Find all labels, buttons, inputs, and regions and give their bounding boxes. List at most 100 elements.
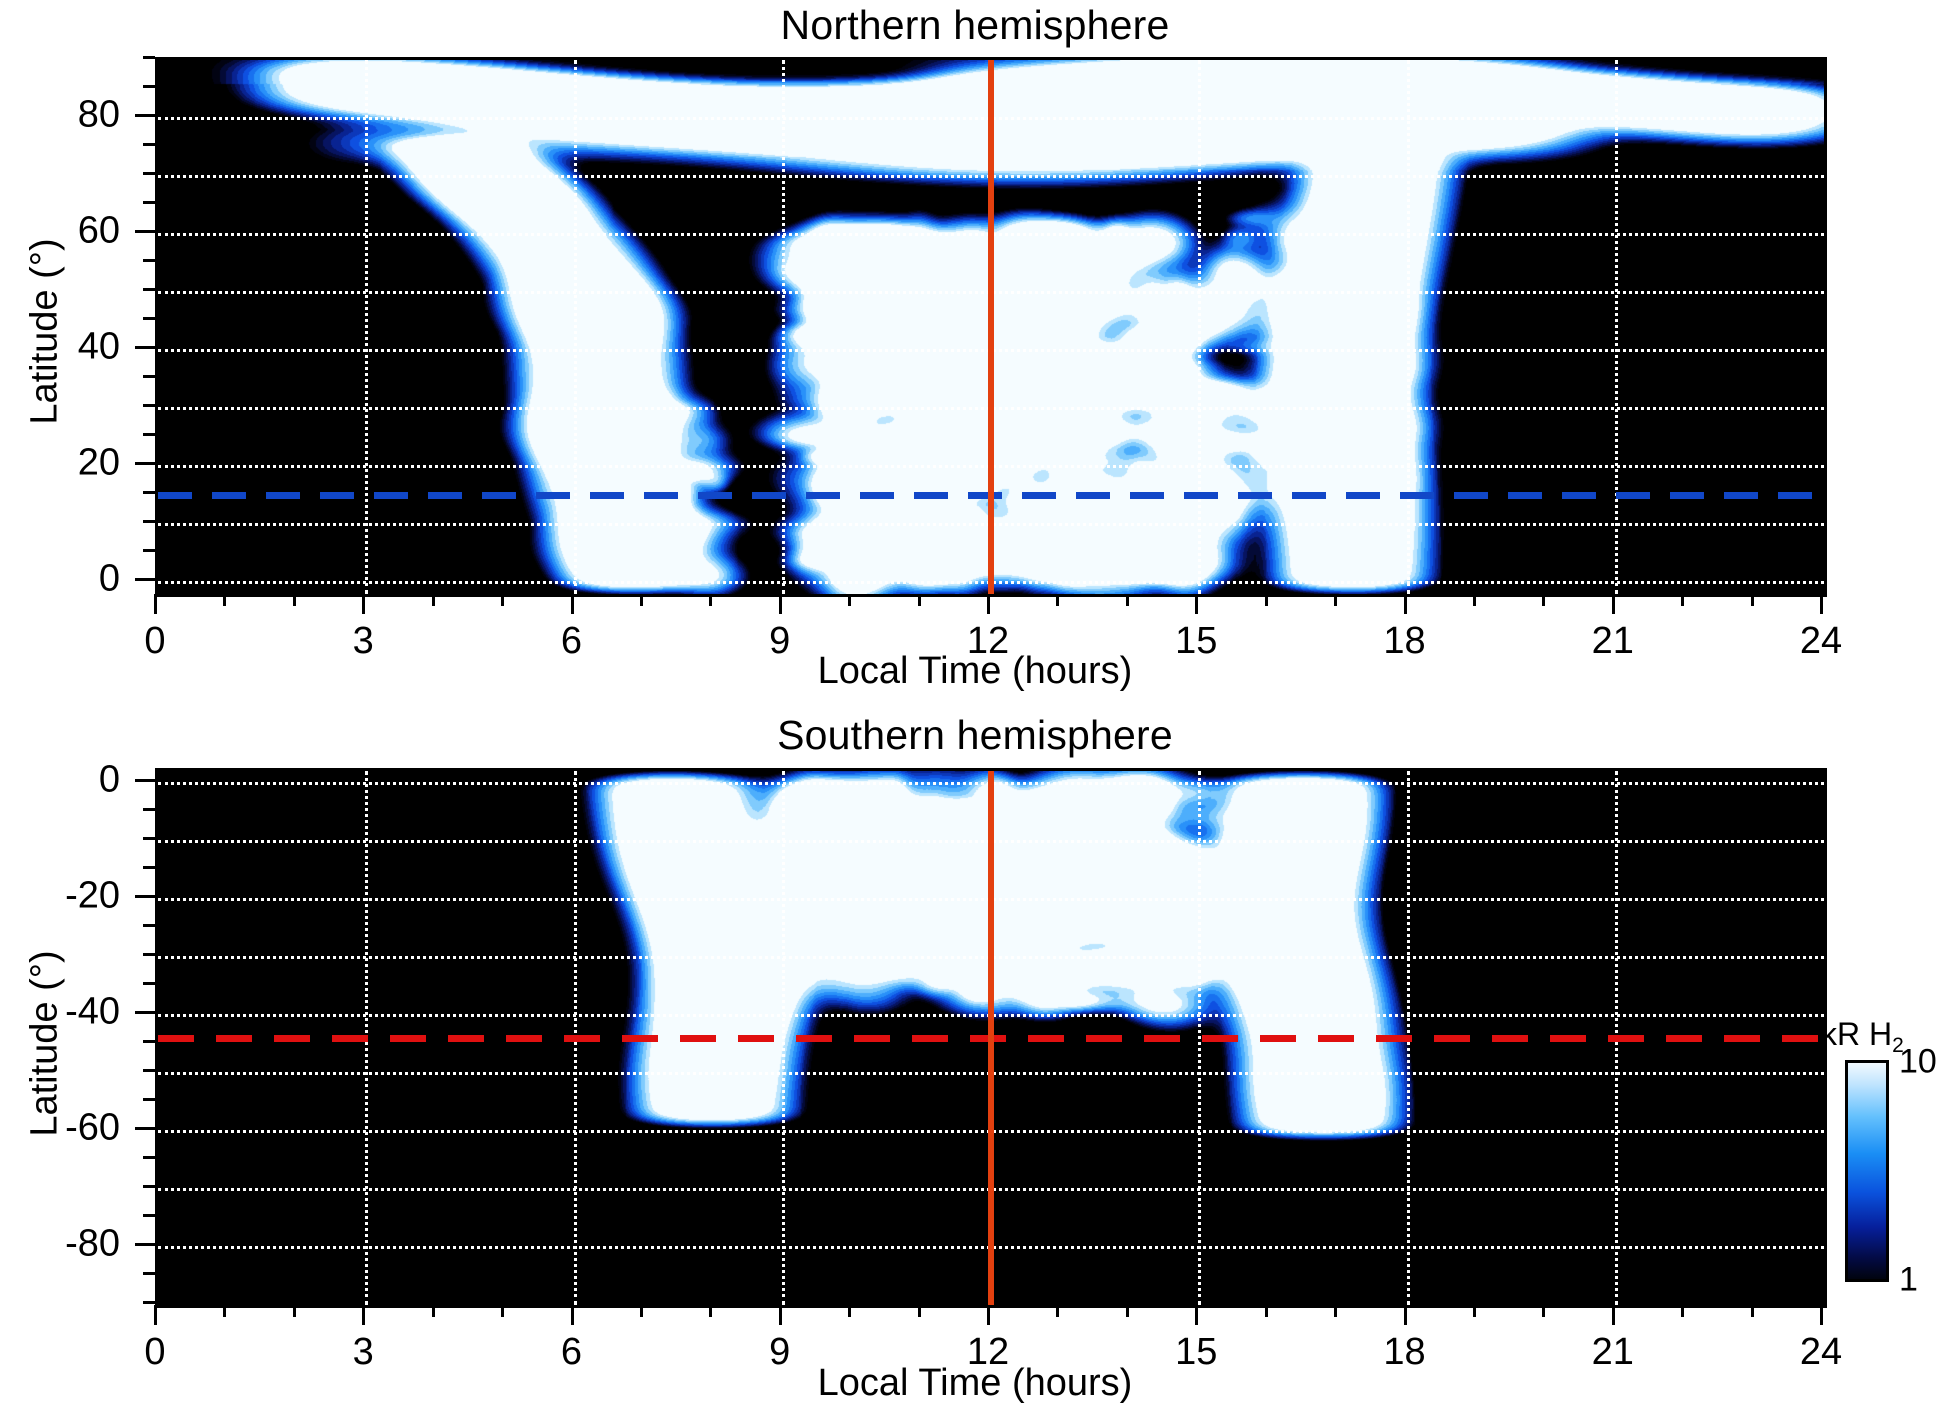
y-tick-major xyxy=(135,462,155,466)
x-tick-label: 21 xyxy=(1591,620,1634,662)
y-tick-minor xyxy=(143,1301,155,1304)
x-tick-minor xyxy=(292,594,296,606)
x-tick-major xyxy=(362,594,366,614)
x-tick-minor xyxy=(1334,594,1338,606)
colorbar-title-subscript: 2 xyxy=(1892,1034,1904,1057)
x-axis-title-north: Local Time (hours) xyxy=(817,650,1133,692)
x-tick-minor xyxy=(639,1305,643,1317)
x-tick-minor xyxy=(1334,1305,1338,1317)
y-tick-minor xyxy=(143,259,155,263)
panel-title-south: Southern hemisphere xyxy=(777,712,1173,758)
y-tick-major xyxy=(135,1010,155,1014)
x-tick-minor xyxy=(1542,1305,1546,1317)
x-tick-major xyxy=(987,594,990,614)
y-tick-label: -80 xyxy=(65,1222,120,1265)
y-tick-minor xyxy=(143,549,155,553)
y-tick-label: 0 xyxy=(98,557,120,600)
x-tick-major xyxy=(1611,594,1615,614)
x-tick-label: 0 xyxy=(144,1331,166,1373)
x-tick-major xyxy=(362,1305,366,1325)
x-tick-minor xyxy=(848,594,852,606)
y-tick-minor xyxy=(143,288,155,292)
y-tick-label: 20 xyxy=(77,441,120,484)
y-tick-label: 60 xyxy=(77,209,120,252)
x-tick-minor xyxy=(1472,594,1476,606)
y-tick-minor xyxy=(143,1068,155,1072)
x-tick-major xyxy=(1403,1305,1407,1325)
x-tick-label: 3 xyxy=(352,1331,374,1373)
plot-area-north xyxy=(155,57,1827,597)
x-tick-label: 18 xyxy=(1383,1331,1426,1373)
y-tick-label: 80 xyxy=(77,93,120,136)
x-tick-minor xyxy=(292,1305,296,1317)
x-tick-label: 3 xyxy=(352,620,374,662)
x-tick-minor xyxy=(1750,594,1754,606)
x-tick-minor xyxy=(223,594,227,606)
y-tick-major xyxy=(135,114,155,118)
y-tick-label: 0 xyxy=(98,758,120,801)
x-tick-minor xyxy=(1125,594,1129,606)
colorbar-max-label: 10 xyxy=(1899,1042,1937,1081)
x-tick-minor xyxy=(848,1305,852,1317)
y-tick-major xyxy=(135,230,155,234)
x-tick-minor xyxy=(1681,1305,1685,1317)
colorbar-title-text: kR H xyxy=(1821,1016,1893,1052)
x-tick-label: 18 xyxy=(1383,620,1426,662)
x-tick-minor xyxy=(709,1305,713,1317)
y-tick-minor xyxy=(143,981,155,985)
y-tick-major xyxy=(135,346,155,350)
x-tick-minor xyxy=(1542,594,1546,606)
x-tick-minor xyxy=(1056,1305,1060,1317)
y-tick-label: -40 xyxy=(65,990,120,1033)
x-tick-label: 0 xyxy=(144,620,166,662)
x-tick-label: 24 xyxy=(1799,620,1843,662)
y-tick-minor xyxy=(143,172,155,176)
x-tick-minor xyxy=(709,594,713,606)
y-tick-minor xyxy=(143,404,155,408)
x-tick-minor xyxy=(501,1305,505,1317)
y-tick-label: -60 xyxy=(65,1106,120,1149)
x-tick-label: 12 xyxy=(966,620,1010,662)
y-tick-minor xyxy=(143,520,155,524)
x-tick-major xyxy=(1820,594,1823,614)
x-tick-minor xyxy=(431,1305,435,1317)
y-tick-minor xyxy=(143,491,155,495)
colorbar-title: kR H2 xyxy=(1821,1016,1904,1057)
x-tick-major xyxy=(570,1305,574,1325)
y-tick-minor xyxy=(143,1271,155,1275)
reference-line-noon-north xyxy=(988,60,994,594)
x-tick-minor xyxy=(501,594,505,606)
x-tick-minor xyxy=(1750,1305,1754,1317)
y-tick-minor xyxy=(143,923,155,927)
x-axis-title-south: Local Time (hours) xyxy=(817,1362,1133,1404)
y-tick-major xyxy=(135,578,155,582)
x-tick-major xyxy=(1403,594,1407,614)
y-tick-minor xyxy=(143,865,155,869)
y-axis-title-south: Latitude (°) xyxy=(23,950,66,1137)
y-tick-minor xyxy=(143,1097,155,1101)
y-tick-minor xyxy=(143,1155,155,1159)
panel-title-north: Northern hemisphere xyxy=(780,2,1170,48)
y-tick-minor xyxy=(143,1213,155,1217)
x-tick-major xyxy=(778,1305,782,1325)
y-tick-minor xyxy=(143,375,155,379)
y-tick-minor xyxy=(143,1039,155,1043)
x-tick-label: 12 xyxy=(966,1331,1010,1373)
x-tick-minor xyxy=(1264,594,1268,606)
y-tick-major xyxy=(135,778,155,782)
x-tick-minor xyxy=(1681,594,1685,606)
reference-line-noon-south xyxy=(988,771,994,1305)
x-tick-minor xyxy=(431,594,435,606)
x-tick-label: 21 xyxy=(1591,1331,1634,1373)
y-tick-minor xyxy=(143,201,155,205)
x-tick-label: 6 xyxy=(560,620,583,662)
y-tick-minor xyxy=(143,85,155,89)
x-tick-minor xyxy=(1125,1305,1129,1317)
x-tick-label: 9 xyxy=(769,1331,791,1373)
x-tick-label: 15 xyxy=(1175,1331,1218,1373)
y-tick-minor xyxy=(143,807,155,811)
y-tick-major xyxy=(135,1126,155,1130)
x-tick-major xyxy=(154,1305,157,1325)
x-tick-minor xyxy=(223,1305,227,1317)
